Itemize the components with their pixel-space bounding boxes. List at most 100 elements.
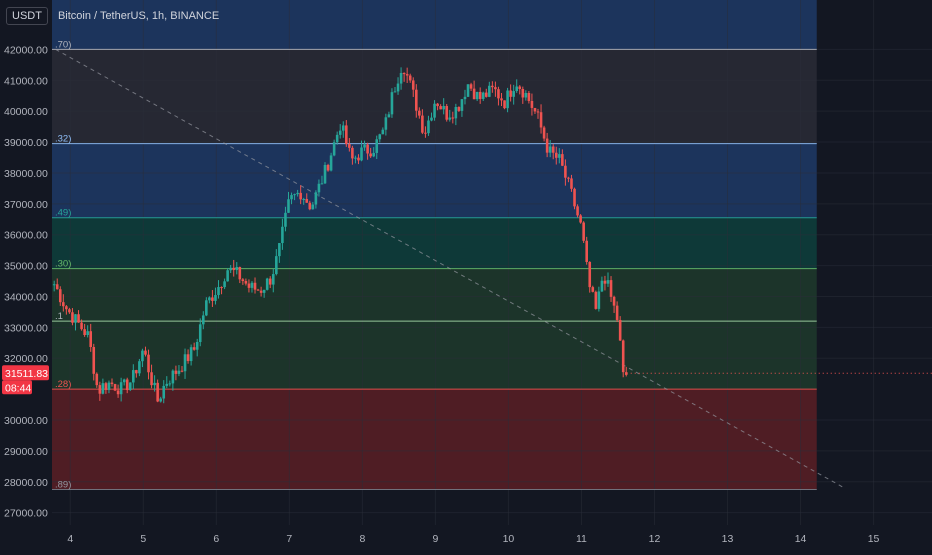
candle-body — [378, 134, 382, 140]
symbol-title[interactable]: Bitcoin / TetherUS, 1h, BINANCE — [57, 10, 220, 22]
candle-body — [122, 379, 126, 383]
dashed-trend-line — [55, 48, 845, 489]
last-price-value: 31511.83 — [5, 368, 48, 380]
time-tick-label: 9 — [432, 533, 438, 545]
candle-body — [551, 146, 555, 153]
candle-body — [287, 199, 290, 213]
candle-body — [80, 322, 83, 330]
candle-body — [588, 261, 592, 288]
candle-body — [293, 194, 296, 196]
candle-body — [250, 282, 254, 288]
candle-body — [554, 152, 558, 158]
time-tick-label: 14 — [795, 533, 807, 545]
candle-body — [241, 279, 245, 282]
candle-body — [351, 147, 354, 159]
candle-body — [296, 192, 299, 195]
bar-countdown: 08:44 — [5, 382, 31, 394]
candle-body — [442, 106, 445, 110]
candle-body — [119, 382, 123, 395]
candle-body — [454, 106, 458, 119]
time-tick-label: 11 — [576, 533, 587, 545]
candle-body — [348, 143, 351, 148]
candle-body — [439, 106, 442, 110]
candle-body — [238, 267, 242, 280]
candle-body — [600, 280, 604, 292]
candle-body — [558, 154, 561, 158]
candle-body — [55, 284, 59, 290]
currency-button[interactable]: USDT — [6, 7, 48, 25]
candle-body — [92, 347, 96, 374]
candle-body — [527, 92, 531, 101]
fib-level-label: .49) — [55, 208, 71, 219]
candle-body — [229, 267, 232, 271]
candle-body — [536, 111, 540, 113]
candle-body — [104, 383, 108, 390]
candle-body — [478, 91, 482, 99]
candle-body — [317, 183, 321, 193]
candle-body — [445, 106, 449, 120]
candle-body — [138, 361, 141, 374]
candle-body — [220, 287, 223, 289]
candle-body — [101, 383, 105, 394]
candle-body — [113, 384, 117, 391]
price-tick-label: 39000.00 — [4, 137, 48, 149]
candle-body — [71, 312, 74, 323]
candle-body — [494, 87, 497, 90]
candle-body — [387, 114, 391, 118]
candle-body — [424, 132, 427, 134]
candle-body — [433, 103, 436, 118]
price-tick-label: 41000.00 — [4, 75, 48, 87]
fib-level-label: .1 — [55, 311, 63, 322]
candle-body — [360, 147, 363, 161]
candle-body — [457, 106, 461, 111]
candle-body — [253, 282, 257, 290]
candle-body — [448, 117, 452, 120]
candle-body — [183, 354, 187, 372]
candle-body — [162, 385, 166, 399]
candle-body — [421, 115, 424, 133]
candle-body — [576, 206, 579, 216]
candle-body — [585, 240, 588, 262]
fib-zone — [52, 268, 817, 322]
time-tick-label: 7 — [286, 533, 292, 545]
candle-body — [214, 295, 217, 301]
candle-body — [542, 127, 546, 139]
time-axis: 4 5 6 7 8 9 10 11 12 13 14 15 — [67, 533, 879, 545]
candle-body — [271, 274, 275, 285]
candle-body — [375, 139, 379, 153]
candle-body — [256, 289, 260, 291]
candle-body — [573, 188, 576, 207]
candle-body — [290, 195, 293, 200]
price-tick-label: 33000.00 — [4, 322, 48, 334]
candle-body — [561, 154, 564, 166]
candle-body — [235, 267, 239, 271]
price-tick-label: 36000.00 — [4, 230, 48, 242]
price-tick-label: 42000.00 — [4, 44, 48, 56]
time-tick-label: 13 — [722, 533, 734, 545]
candle-body — [247, 283, 251, 288]
fib-level-label: .32) — [55, 134, 71, 145]
candle-body — [232, 267, 236, 271]
candle-body — [302, 198, 306, 200]
price-axis: 42000.00 41000.00 40000.00 39000.00 38000.00… — [4, 44, 48, 519]
candle-body — [195, 341, 199, 350]
candle-body — [497, 89, 500, 99]
price-tick-label: 34000.00 — [4, 291, 48, 303]
candle-body — [357, 157, 360, 161]
fib-zone — [52, 217, 817, 269]
candle-body — [147, 354, 150, 373]
fib-zone — [52, 321, 817, 390]
price-tick-label: 29000.00 — [4, 446, 48, 458]
candle-body — [281, 226, 284, 244]
candle-body — [597, 291, 601, 309]
candle-body — [621, 340, 625, 373]
candle-body — [311, 204, 315, 210]
price-tick-label: 38000.00 — [4, 168, 48, 180]
candle-body — [320, 183, 324, 185]
candle-body — [201, 315, 205, 325]
time-tick-label: 4 — [67, 533, 73, 545]
time-tick-label: 10 — [503, 533, 515, 545]
countdown-badge-bg — [2, 380, 32, 395]
